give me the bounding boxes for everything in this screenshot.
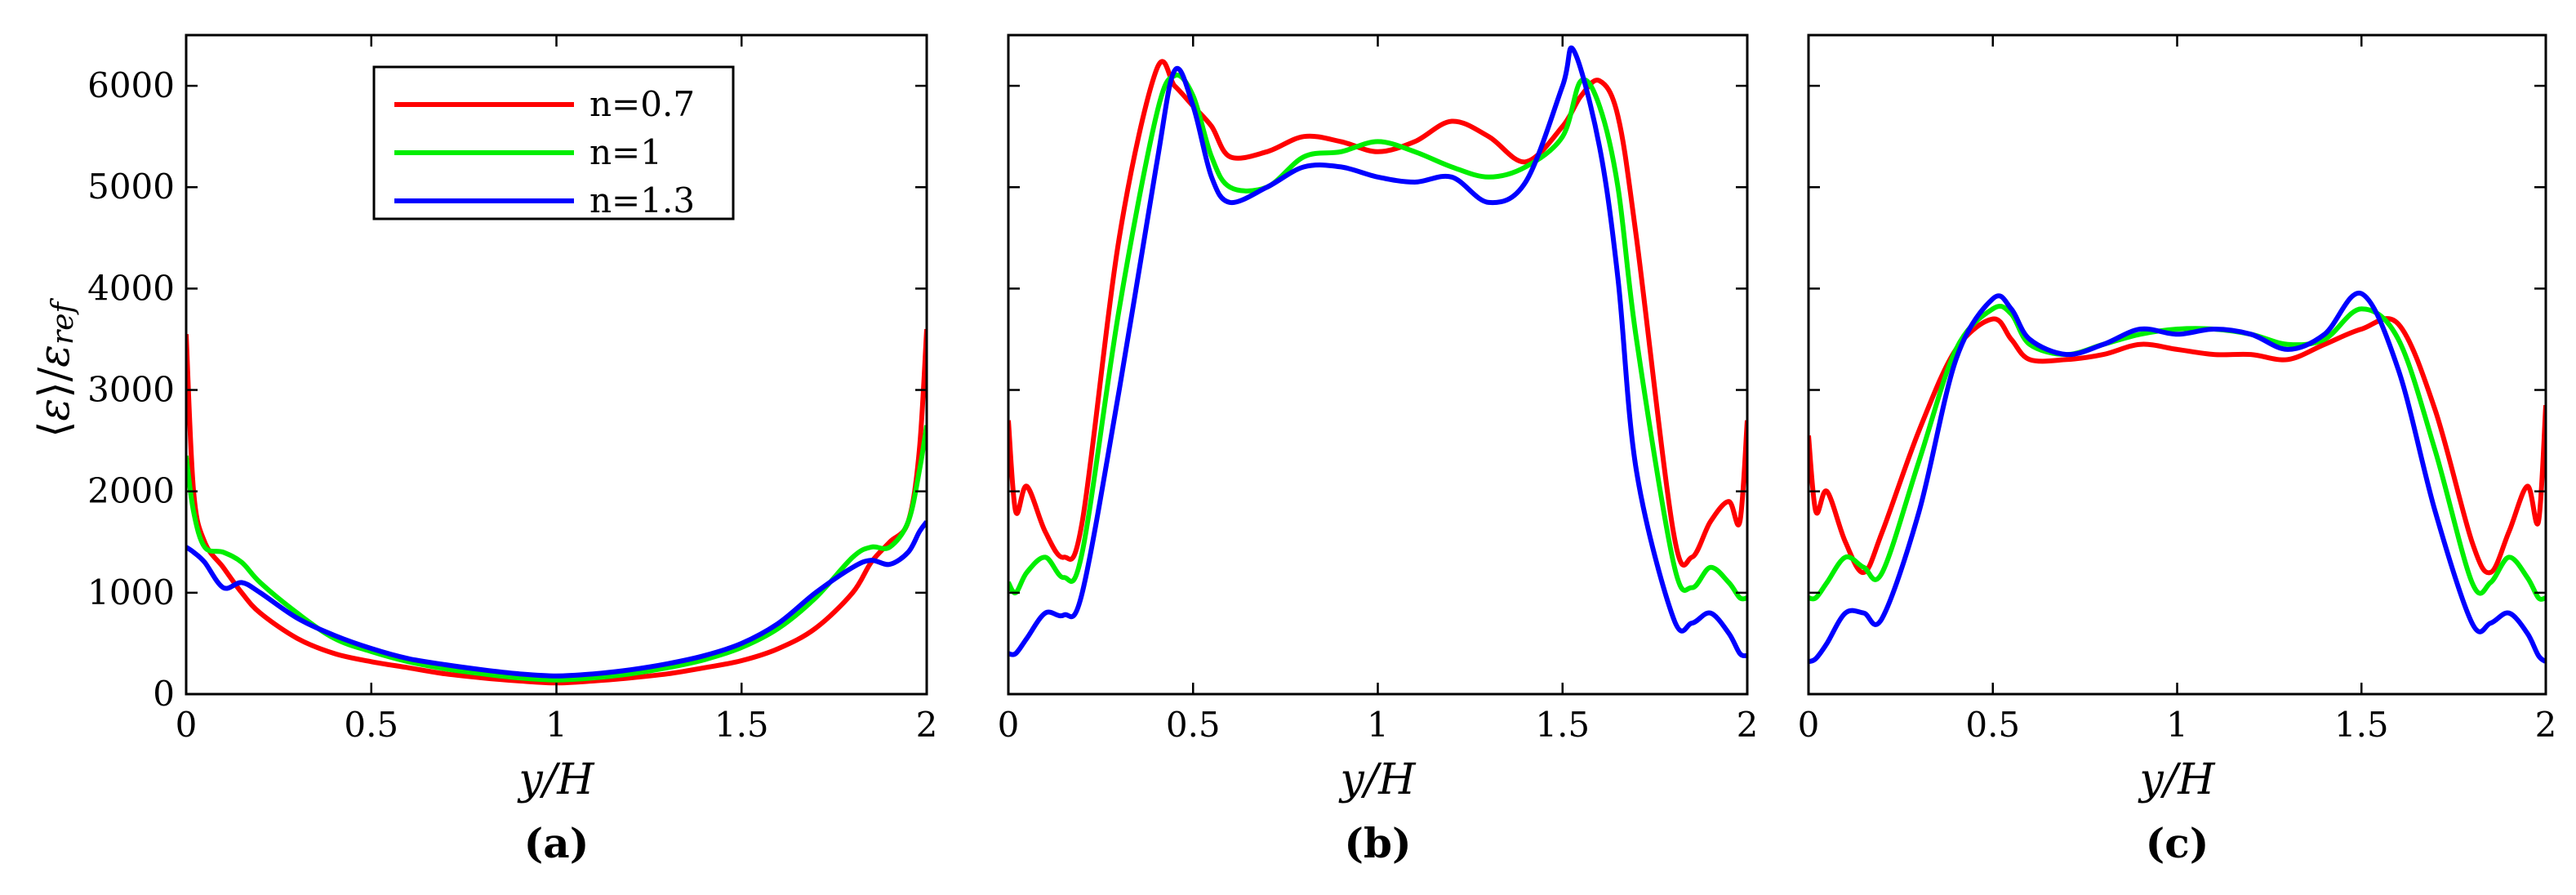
panel-b: 0 0.5 1 1.5 2 y/H (b) [998, 33, 1759, 867]
series-line-c-n13 [1809, 290, 2546, 665]
x-tick-label-a-3: 1.5 [714, 705, 769, 745]
legend-box [372, 65, 735, 220]
y-tick-label-a-1: 1000 [87, 572, 175, 612]
series-line-a-n13 [186, 520, 927, 679]
y-tick-label-a-3: 3000 [87, 370, 175, 410]
series-line-a-n1 [186, 425, 927, 683]
x-tick-label-c-4: 2 [2535, 705, 2557, 745]
legend-label-n1: n=1 [589, 132, 662, 172]
x-tick-label-b-3: 1.5 [1535, 705, 1590, 745]
x-tick-label-a-2: 1 [545, 705, 567, 745]
plot-area-c [1809, 35, 2546, 694]
x-tick-label-a-4: 2 [916, 705, 938, 745]
panel-label-a: (a) [524, 819, 589, 867]
series-line-b-n07 [1008, 59, 1747, 568]
legend-label-n13: n=1.3 [589, 180, 695, 220]
y-tick-label-a-5: 5000 [87, 167, 175, 207]
x-tick-label-c-0: 0 [1798, 705, 1820, 745]
y-axis-label: ⟨ε⟩/εref [30, 297, 81, 437]
x-tick-label-b-0: 0 [998, 705, 1020, 745]
x-tick-label-a-1: 0.5 [344, 705, 398, 745]
plot-area-b [1008, 35, 1747, 694]
y-tick-label-a-6: 6000 [87, 65, 175, 105]
series-group-c [1809, 290, 2546, 665]
panel-label-c: (c) [2146, 819, 2209, 867]
series-line-b-n13 [1008, 45, 1747, 659]
series-line-c-n07 [1809, 316, 2546, 576]
x-tick-label-b-2: 1 [1367, 705, 1389, 745]
x-tick-label-b-1: 0.5 [1166, 705, 1221, 745]
series-group-b [1008, 45, 1747, 659]
x-axis-label-b: y/H [1338, 755, 1417, 804]
x-tick-label-c-2: 1 [2166, 705, 2188, 745]
legend: n=0.7 n=1 n=1.3 [372, 65, 735, 220]
x-tick-label-b-4: 2 [1737, 705, 1759, 745]
panel-c: 0 0.5 1 1.5 2 y/H (c) [1798, 33, 2557, 867]
legend-label-n07: n=0.7 [589, 84, 695, 124]
x-axis-label-a: y/H [517, 755, 595, 804]
x-tick-label-c-1: 0.5 [1965, 705, 2020, 745]
x-tick-label-a-0: 0 [176, 705, 198, 745]
panel-label-b: (b) [1344, 819, 1411, 867]
series-line-b-n1 [1008, 72, 1747, 602]
y-tick-label-a-2: 2000 [87, 471, 175, 511]
y-tick-label-a-4: 4000 [87, 268, 175, 308]
y-tick-label-a-0: 0 [153, 674, 175, 714]
x-axis-label-c: y/H [2138, 755, 2216, 804]
x-tick-label-c-3: 1.5 [2334, 705, 2389, 745]
